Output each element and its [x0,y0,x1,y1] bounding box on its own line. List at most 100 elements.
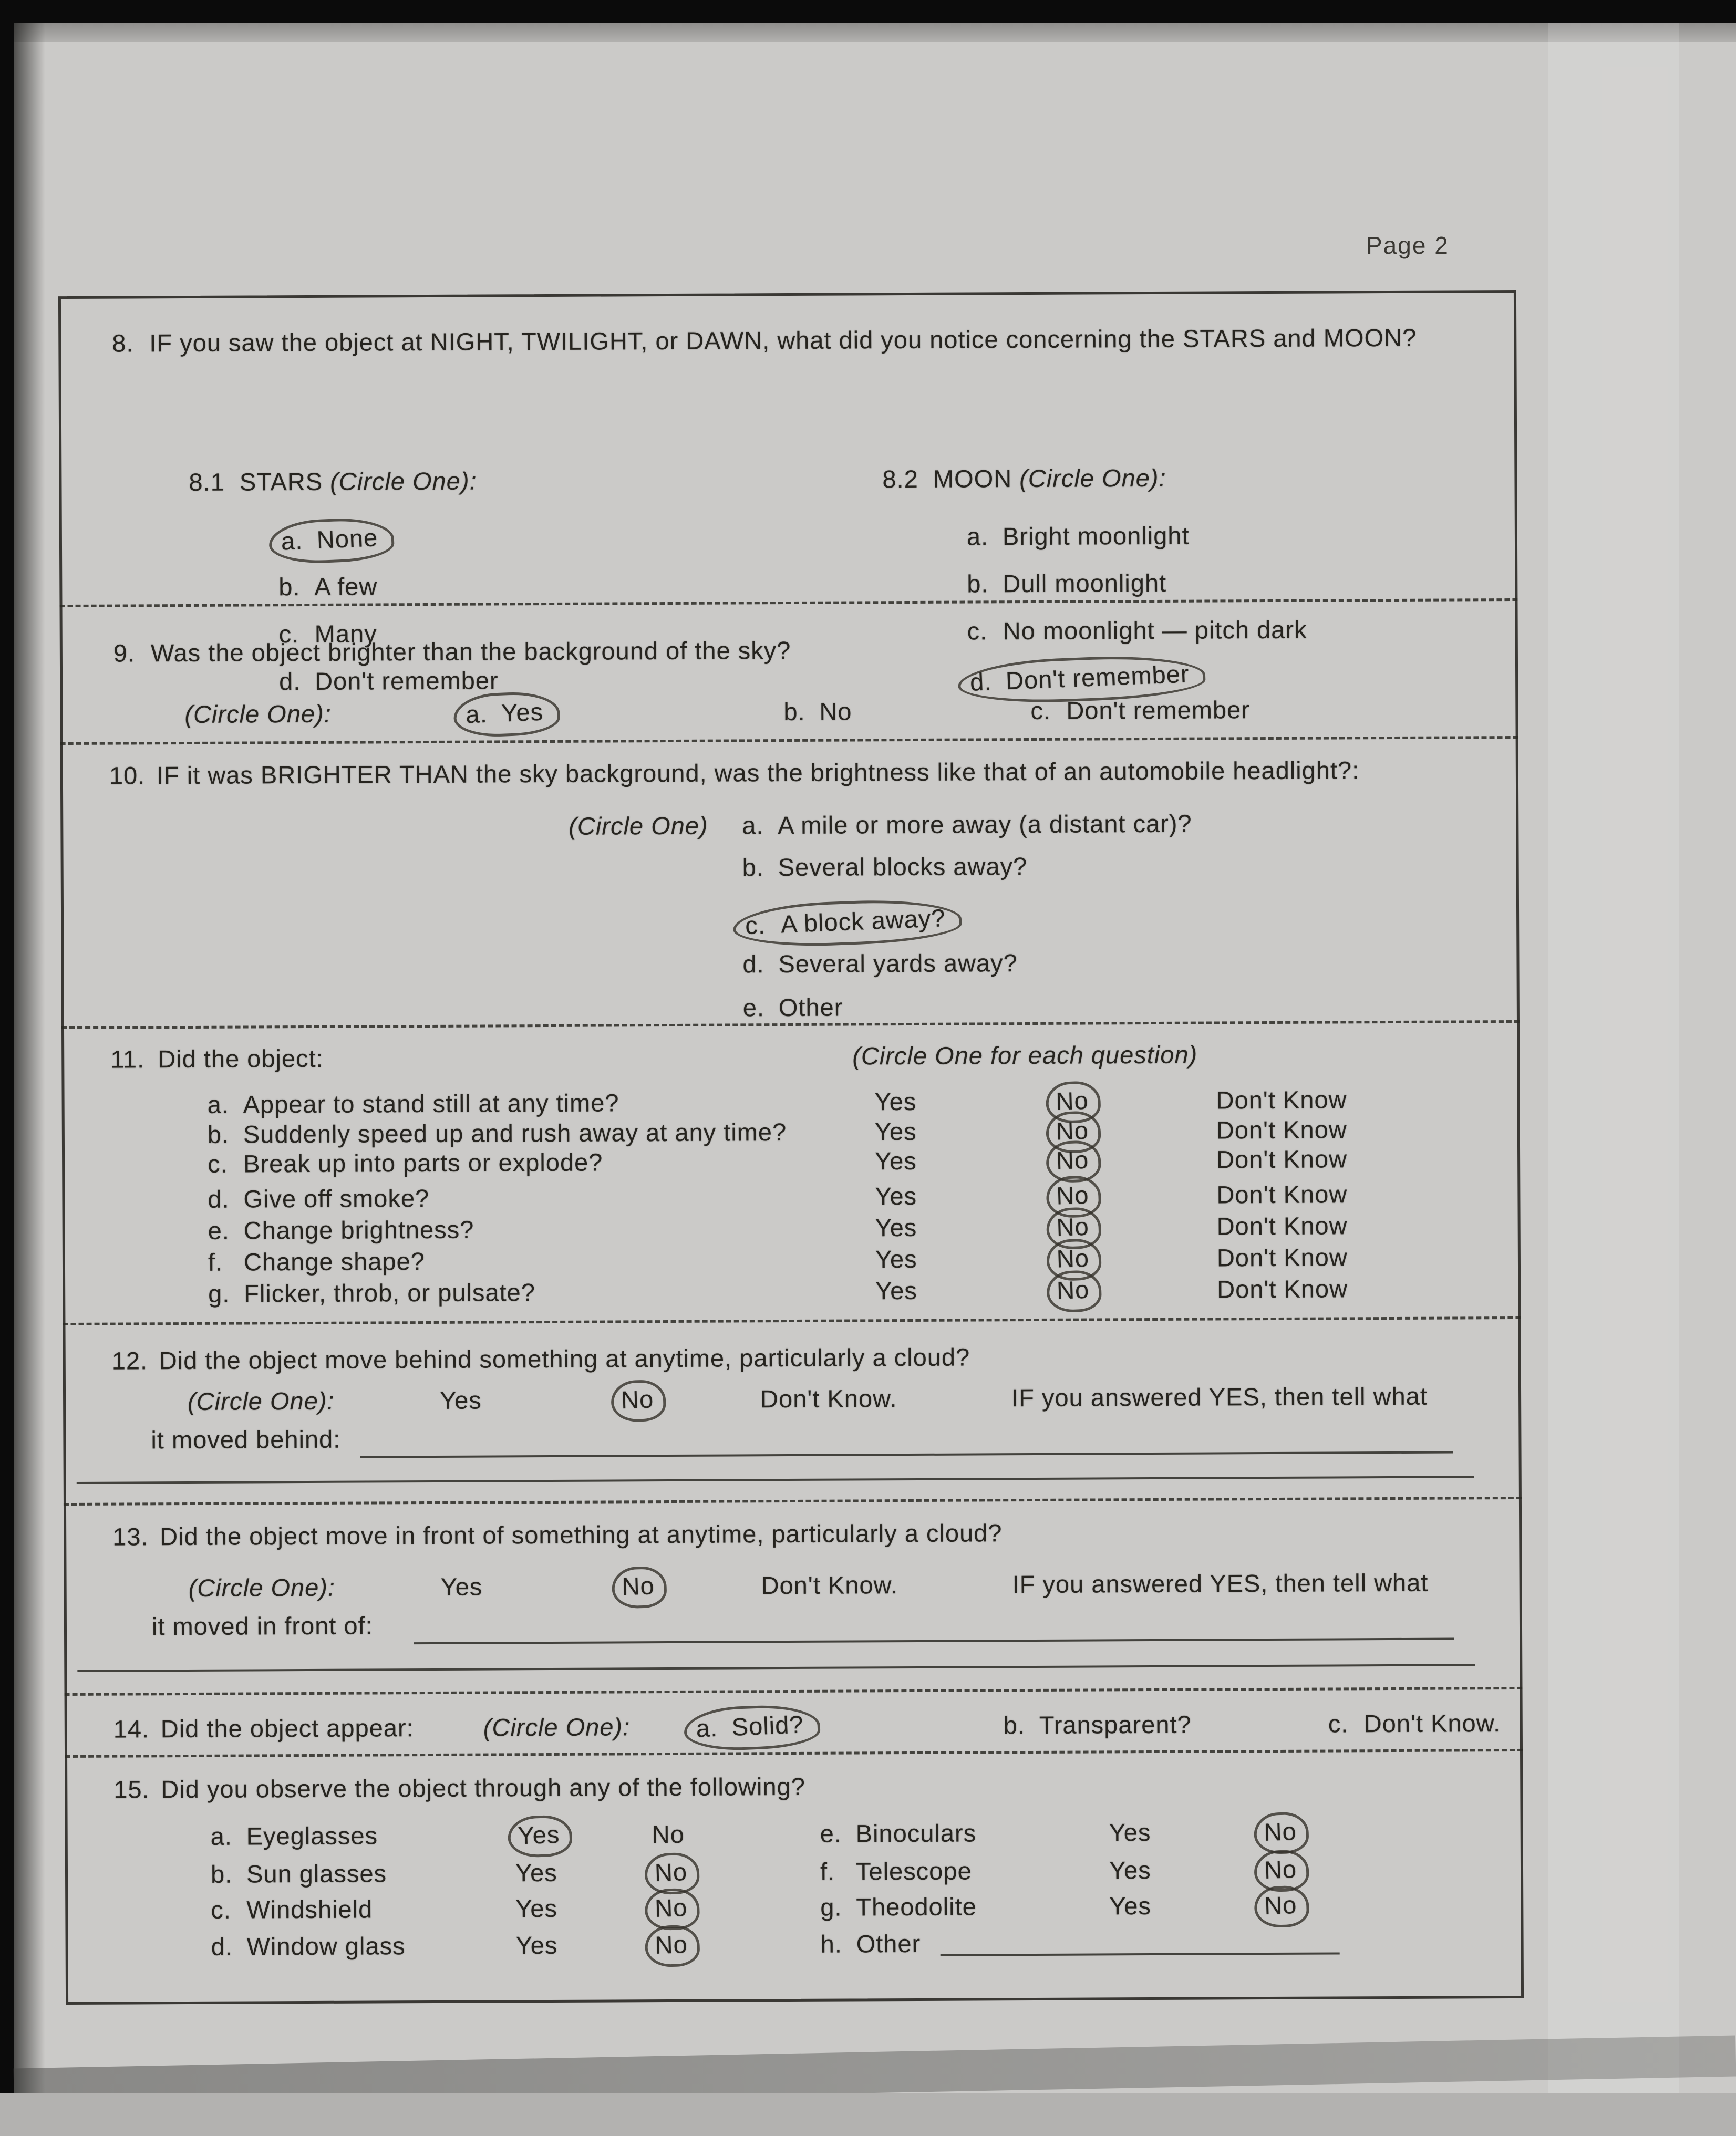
item-key: h. [820,1930,842,1958]
no-label: No [1056,1212,1090,1241]
option-label: Solid? [731,1710,804,1741]
q13-number: 13. [112,1522,149,1551]
scan-right-light-band [1548,23,1679,2097]
q15-item-d-label: d. Window glass [211,1931,406,1961]
q8-moon-number: 8.2 [882,464,918,493]
no-label: No [654,1858,688,1886]
q8-text: IF you saw the object at NIGHT, TWILIGHT… [149,323,1417,357]
option-key: d. [969,667,993,696]
q10-option-b-choice: b. Several blocks away? [742,852,1028,882]
q15-item-a-yes: Yes [507,1814,573,1858]
q15-item-h-label: h. Other [820,1929,921,1958]
q8-stars-option-d: d. Don't remember [279,666,499,696]
option-key: a. [465,699,488,729]
q11-instruction: (Circle One for each question) [852,1040,1198,1070]
q10-option-c-choice: c. A block away? [732,897,963,950]
q8-moon-option-b-choice: b. Dull moonlight [967,568,1166,598]
q15-text: Did you observe the object through any o… [161,1772,805,1803]
q13-answer-line-1 [414,1637,1454,1645]
q8-moon-option-c-choice: c. No moonlight — pitch dark [967,615,1307,646]
q14-option-transparent-choice: b. Transparent? [1004,1710,1192,1740]
q10-option-d-choice: d. Several yards away? [742,948,1018,978]
q15-item-f-yes-choice: Yes [1109,1855,1151,1884]
section-divider [63,1316,1521,1326]
q15-item-e-yes-choice: Yes [1109,1818,1151,1847]
q15-item-e-no-choice: No [1253,1811,1309,1855]
q8-moon-heading: 8.2 MOON (Circle One): [882,463,1166,493]
option-key: c. [1030,696,1051,725]
q13-option-no: No [611,1565,667,1609]
section-divider [65,1748,1523,1758]
option-label: A block away? [780,904,946,938]
option-label: A few [314,572,378,600]
q11-row-g-no-choice: No [1046,1270,1102,1313]
row-key: a. [207,1090,229,1118]
q15-item-c-yes: Yes [515,1894,557,1923]
option-key: a. [742,811,764,839]
q12-text: Did the object move behind something at … [159,1343,970,1375]
q12-option-no: No [610,1379,667,1423]
questionnaire-form-box: 8. IF you saw the object at NIGHT, TWILI… [58,289,1524,2005]
q11-row-e-dk: Don't Know [1216,1211,1348,1240]
item-label: Telescope [855,1857,972,1885]
q11-row-g-no: No [1046,1270,1102,1313]
q11-row-a-yes: Yes [874,1087,917,1116]
q13-tell-label: it moved in front of: [151,1611,373,1641]
q15-item-e-no: No [1253,1811,1309,1855]
no-label: No [652,1820,685,1849]
q14-option-dk: c. Don't Know. [1328,1708,1501,1738]
q11-row-g-label: g. Flicker, throb, or pulsate? [208,1278,535,1308]
q8-stars-instruction: (Circle One): [330,466,477,495]
q13-instruction: (Circle One): [188,1573,336,1602]
row-label: Flicker, throb, or pulsate? [244,1278,536,1308]
q15-other-answer-line [940,1952,1340,1956]
q15-item-c-no-choice: No [644,1888,700,1931]
q10-option-a: a. A mile or more away (a distant car)? [742,809,1192,840]
q9-option-dont-remember-choice: c. Don't remember [1030,695,1250,725]
q14-instruction: (Circle One): [483,1713,631,1741]
option-label: A mile or more away (a distant car)? [778,809,1192,839]
q11-row-b-yes: Yes [874,1117,917,1146]
q10-option-e-choice: e. Other [743,993,843,1022]
q11-row-a-dk: Don't Know [1216,1085,1347,1114]
q12-answer-line-1 [360,1451,1453,1458]
q10-instruction: (Circle One) [569,811,708,840]
q10-text: IF it was BRIGHTER THAN the sky backgrou… [156,756,1360,790]
q11-row-f-label: f. Change shape? [208,1247,425,1277]
q14-option-transparent: b. Transparent? [1004,1710,1192,1740]
q10-option-e: e. Other [743,993,843,1022]
q12-instruction: (Circle One): [187,1386,335,1416]
q8-moon-instruction: (Circle One): [1019,463,1166,493]
row-key: e. [208,1216,230,1245]
row-key: f. [208,1248,223,1276]
option-label: Dull moonlight [1003,568,1167,598]
q15-item-d-no-choice: No [644,1924,700,1968]
option-label: Don't remember [315,666,499,695]
item-key: a. [210,1822,233,1850]
option-key: c. [745,910,766,940]
q9-instruction: (Circle One): [184,699,332,729]
q9-number: 9. [113,639,136,667]
row-label: Break up into parts or explode? [243,1148,603,1178]
q13-option-no-choice: No [611,1565,667,1609]
scanned-paper [13,23,1736,2110]
q15-item-d-yes: Yes [516,1931,558,1959]
q15-item-g-yes-choice: Yes [1109,1891,1151,1920]
q11-row-a-label: a. Appear to stand still at any time? [208,1088,619,1118]
yes-label: Yes [517,1820,561,1850]
q13-answer-line-2 [77,1664,1475,1672]
q15-item-b-label: b. Sun glasses [211,1859,387,1888]
option-key: a. [280,526,304,555]
option-key: b. [278,573,301,601]
option-label: Several yards away? [778,949,1018,978]
q8-stars-heading: 8.1 STARS (Circle One): [189,466,477,496]
q8-stars-option-d-choice: d. Don't remember [279,666,499,696]
q11-row-d-label: d. Give off smoke? [208,1184,429,1214]
item-key: d. [211,1932,233,1961]
row-label: Suddenly speed up and rush away at any t… [243,1118,787,1148]
option-key: a. [695,1713,718,1743]
q15-item-c-label: c. Windshield [211,1894,373,1924]
item-label: Binoculars [855,1819,977,1848]
option-key: a. [966,522,989,551]
